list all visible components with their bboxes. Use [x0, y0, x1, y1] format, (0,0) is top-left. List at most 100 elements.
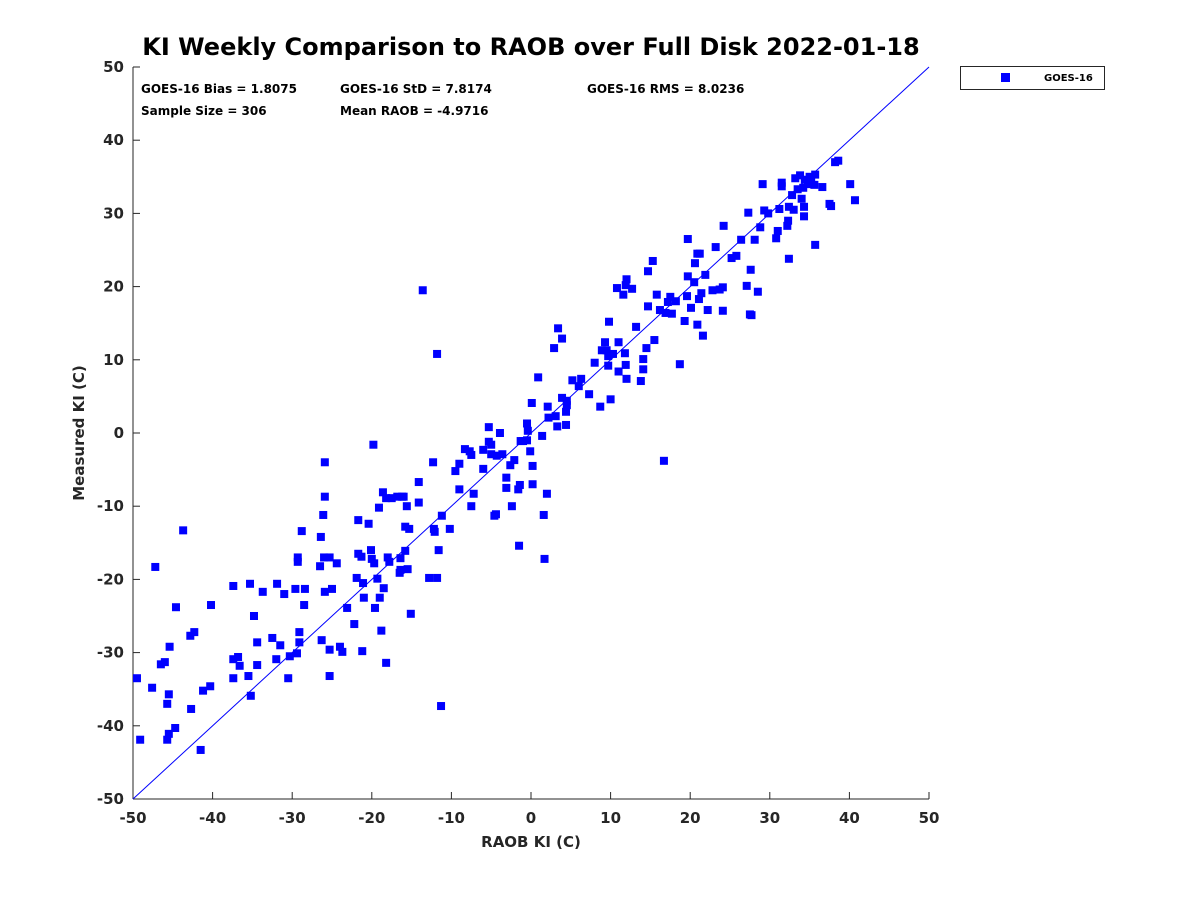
data-point — [320, 587, 329, 596]
data-point — [528, 480, 537, 489]
data-point — [753, 287, 762, 296]
data-point — [495, 429, 504, 437]
x-tick-label: 40 — [839, 809, 860, 827]
data-point — [316, 562, 325, 571]
data-point — [799, 183, 808, 192]
data-point — [373, 574, 382, 583]
stat-bias: GOES-16 Bias = 1.8075 — [141, 82, 297, 96]
data-point — [764, 209, 773, 218]
data-point — [293, 557, 302, 566]
y-tick-label: -40 — [97, 717, 124, 735]
data-point — [325, 672, 334, 681]
y-tick-label: 0 — [114, 424, 124, 442]
legend-marker — [1001, 73, 1010, 82]
data-points — [132, 156, 859, 754]
data-point — [777, 182, 786, 191]
data-point — [750, 235, 759, 244]
data-point — [292, 649, 301, 658]
data-point — [430, 527, 439, 536]
data-point — [258, 587, 267, 596]
data-point — [758, 180, 767, 189]
data-point — [719, 221, 728, 230]
data-point — [196, 745, 205, 754]
data-point — [487, 440, 496, 449]
data-point — [574, 382, 583, 391]
data-point — [773, 226, 782, 235]
x-tick-label: 50 — [919, 809, 940, 827]
data-point — [206, 682, 215, 691]
data-point — [498, 450, 507, 459]
data-point — [791, 174, 800, 183]
data-point — [558, 334, 567, 343]
data-point — [614, 338, 623, 347]
data-point — [445, 524, 454, 533]
x-tick-label: -30 — [279, 809, 306, 827]
data-point — [364, 519, 373, 528]
data-point — [320, 553, 329, 562]
y-axis-label: Measured KI (C) — [70, 365, 88, 501]
data-point — [732, 251, 741, 260]
data-point — [284, 674, 293, 683]
data-point — [354, 516, 363, 525]
data-point — [425, 573, 434, 582]
data-point — [229, 674, 238, 683]
data-point — [332, 559, 341, 568]
data-point — [164, 729, 173, 738]
data-point — [772, 234, 781, 243]
data-point — [249, 612, 258, 620]
data-point — [187, 704, 196, 713]
data-point — [680, 317, 689, 326]
data-point — [554, 324, 563, 333]
data-point — [577, 374, 586, 383]
data-point — [433, 349, 442, 358]
data-point — [385, 557, 394, 566]
data-point — [357, 552, 366, 561]
data-point — [590, 358, 599, 367]
y-tick-label: -10 — [97, 497, 124, 515]
data-point — [199, 686, 208, 695]
data-point — [434, 546, 443, 555]
data-point — [605, 317, 614, 326]
data-point — [402, 502, 411, 511]
x-tick-label: 0 — [526, 809, 536, 827]
data-point — [506, 461, 515, 470]
data-point — [295, 638, 304, 647]
data-point — [479, 464, 488, 473]
data-point — [467, 450, 476, 459]
data-point — [523, 436, 532, 445]
y-tick-label: 40 — [103, 131, 124, 149]
data-point — [744, 208, 753, 217]
x-tick-label: 30 — [759, 809, 780, 827]
data-point — [608, 349, 617, 358]
data-point — [234, 652, 243, 661]
data-point — [370, 559, 379, 568]
data-point — [370, 603, 379, 612]
data-point — [690, 259, 699, 268]
data-point — [163, 735, 172, 744]
y-tick-label: -20 — [97, 570, 124, 588]
data-point — [585, 390, 594, 399]
data-point — [663, 297, 672, 306]
data-point — [229, 581, 238, 590]
data-point — [789, 205, 798, 214]
data-point — [606, 395, 615, 404]
data-point — [834, 156, 843, 165]
data-point — [460, 445, 469, 454]
data-point — [804, 180, 813, 189]
data-point — [429, 458, 438, 467]
data-point — [352, 573, 361, 582]
data-point — [293, 553, 302, 562]
data-point — [827, 202, 836, 211]
data-point — [276, 641, 285, 650]
data-point — [316, 532, 325, 541]
data-point — [811, 170, 820, 179]
x-tick-label: 10 — [600, 809, 621, 827]
data-point — [596, 402, 605, 411]
y-tick-label: -30 — [97, 644, 124, 662]
data-point — [171, 603, 180, 612]
data-point — [414, 498, 423, 507]
data-point — [136, 735, 145, 744]
data-point — [507, 502, 516, 511]
data-point — [479, 445, 488, 454]
